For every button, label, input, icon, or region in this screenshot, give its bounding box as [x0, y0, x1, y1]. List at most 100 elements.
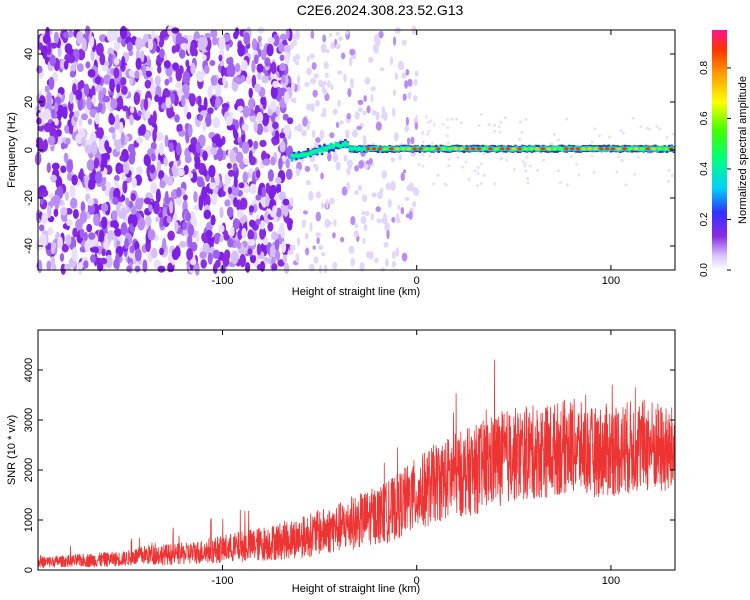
heatmap-cell	[190, 241, 198, 252]
heatmap-cell	[159, 247, 165, 256]
heatmap-cell	[335, 121, 340, 128]
heatmap-cell	[339, 236, 345, 243]
heatmap-cell	[168, 110, 176, 117]
heatmap-cell	[53, 208, 59, 217]
heatmap-cell	[71, 247, 78, 262]
heatmap-cell	[248, 97, 255, 110]
heatmap-cell	[164, 134, 169, 148]
signal-peak	[628, 147, 633, 151]
heatmap-cell	[290, 82, 296, 91]
spectrogram-heatmap	[34, 25, 676, 276]
heatmap-cell	[575, 162, 579, 166]
heatmap-cell	[619, 129, 623, 133]
heatmap-cell	[400, 172, 405, 182]
heatmap-cell	[324, 218, 330, 229]
heatmap-cell	[645, 126, 649, 130]
signal-peak	[511, 147, 517, 151]
heatmap-cell	[170, 190, 178, 199]
heatmap-cell	[102, 176, 107, 185]
heatmap-cell	[556, 169, 560, 173]
heatmap-cell	[389, 56, 394, 66]
heatmap-cell	[99, 153, 108, 167]
heatmap-cell	[292, 39, 298, 47]
heatmap-cell	[226, 162, 232, 170]
heatmap-cell	[558, 181, 562, 185]
heatmap-cell	[577, 173, 581, 177]
heatmap-cell	[40, 45, 49, 57]
heatmap-cell	[249, 254, 257, 264]
heatmap-cell	[364, 77, 371, 85]
heatmap-cell	[356, 125, 363, 130]
heatmap-cell	[183, 85, 188, 99]
colorbar-tick-label: 0.0	[699, 263, 710, 277]
heatmap-cell	[375, 206, 381, 213]
heatmap-cell	[523, 164, 527, 168]
heatmap-cell	[315, 232, 322, 237]
heatmap-cell	[172, 62, 179, 71]
heatmap-cell	[384, 222, 390, 232]
signal-cell	[341, 142, 345, 147]
heatmap-cell	[320, 202, 325, 209]
heatmap-cell	[73, 110, 80, 118]
heatmap-cell	[274, 238, 280, 251]
heatmap-cell	[275, 249, 281, 261]
heatmap-cell	[436, 173, 440, 177]
heatmap-cell	[72, 227, 78, 238]
heatmap-cell	[518, 137, 522, 141]
heatmap-cell	[447, 157, 451, 161]
heatmap-cell	[77, 97, 83, 111]
snr-panel: -100 0 100 0 1000 2000 3000 4000 Height of str…	[6, 329, 676, 595]
heatmap-cell	[636, 155, 640, 159]
signal-peak	[651, 147, 656, 151]
heatmap-cell	[391, 260, 397, 268]
heatmap-cell	[282, 198, 290, 206]
heatmap-cell	[64, 191, 70, 201]
heatmap-cell	[100, 202, 109, 212]
heatmap-cell	[391, 216, 396, 223]
heatmap-cell	[260, 187, 267, 199]
heatmap-cell	[325, 49, 330, 54]
heatmap-cell	[232, 218, 240, 230]
heatmap-cell	[346, 181, 351, 191]
heatmap-cell	[155, 188, 161, 203]
y-tick-label: 0	[23, 567, 35, 573]
heatmap-cell	[108, 127, 116, 134]
heatmap-cell	[150, 153, 156, 162]
signal-cell	[320, 149, 324, 154]
heatmap-cell	[237, 43, 246, 57]
heatmap-cell	[167, 262, 173, 273]
signal-peak	[587, 147, 592, 151]
signal-cell	[330, 142, 333, 148]
heatmap-cell	[174, 221, 179, 232]
heatmap-cell	[526, 176, 530, 180]
heatmap-cell	[552, 132, 556, 136]
heatmap-cell	[667, 180, 671, 184]
heatmap-cell	[296, 237, 301, 246]
heatmap-cell	[285, 158, 290, 169]
signal-peak	[365, 147, 371, 151]
heatmap-cell	[505, 158, 509, 162]
heatmap-cell	[181, 221, 188, 231]
heatmap-cell	[304, 81, 310, 87]
heatmap-cell	[171, 164, 177, 174]
heatmap-cell	[306, 103, 312, 111]
heatmap-cell	[446, 126, 450, 130]
heatmap-cell	[128, 69, 135, 78]
heatmap-cell	[90, 254, 96, 263]
heatmap-cell	[78, 261, 83, 275]
signal-cell	[351, 146, 354, 151]
heatmap-cell	[217, 224, 225, 233]
heatmap-cell	[322, 88, 328, 96]
heatmap-cell	[231, 183, 240, 196]
y-tick-label: 2000	[23, 458, 35, 482]
heatmap-cell	[119, 25, 128, 40]
heatmap-cell	[301, 129, 307, 137]
heatmap-cell	[257, 70, 262, 81]
heatmap-cell	[289, 244, 296, 251]
heatmap-cell	[256, 63, 264, 73]
heatmap-cell	[424, 115, 428, 119]
signal-peak	[441, 147, 447, 151]
heatmap-cell	[165, 67, 173, 77]
heatmap-cell	[278, 157, 283, 170]
signal-cell	[532, 146, 536, 151]
